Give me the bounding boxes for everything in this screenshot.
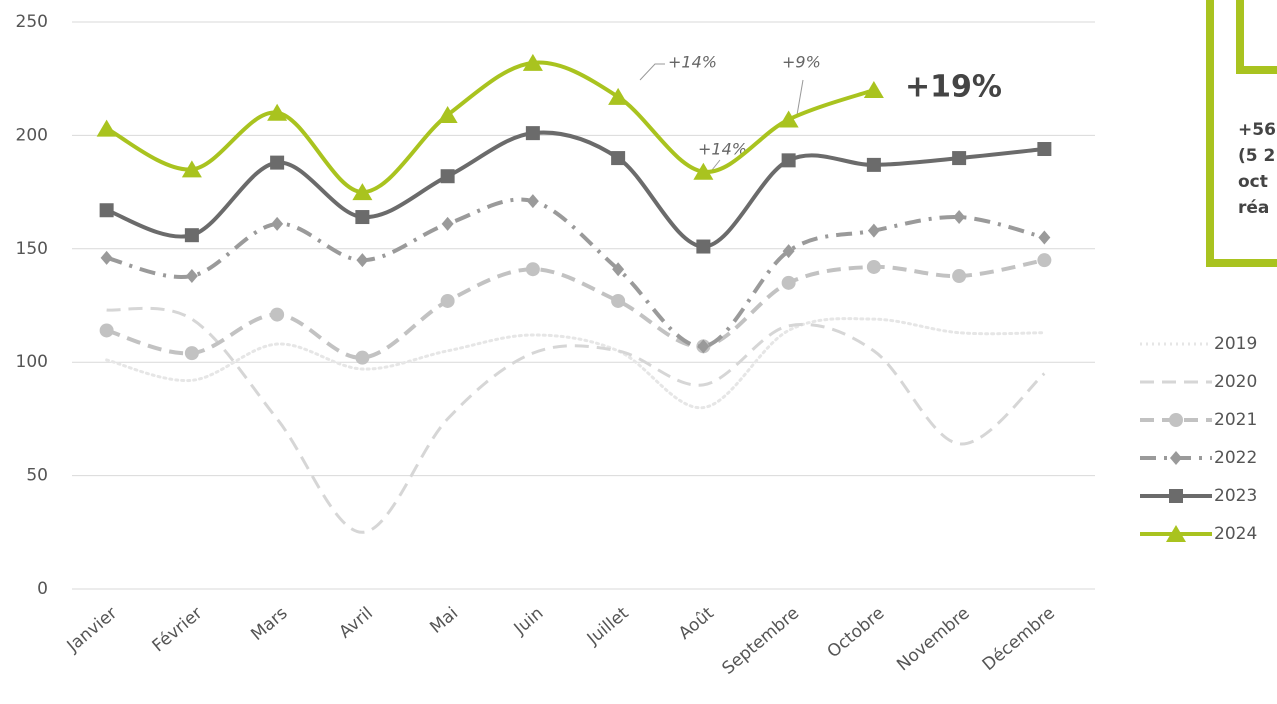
marker [267,103,288,121]
box-line: réa [1238,198,1269,218]
leader [796,79,804,116]
y-tick-label: 0 [37,579,48,599]
box-line: +56 [1238,120,1276,140]
marker [952,151,967,166]
x-tick-label: Décembre [979,603,1059,675]
annotation: +14% [668,53,717,72]
marker [1169,413,1183,427]
y-tick-label: 100 [16,352,48,372]
x-tick-label: Avril [335,603,376,642]
marker [185,269,198,284]
marker [608,87,629,105]
marker [782,244,795,259]
marker [867,223,880,238]
marker [696,239,711,254]
marker [271,216,284,231]
y-tick-label: 200 [16,125,48,145]
marker [99,203,114,218]
box-line: (5 2 [1238,146,1275,166]
marker [866,157,881,172]
x-tick-label: Juin [510,603,548,639]
x-tick-label: Septembre [719,603,804,678]
x-tick-label: Février [149,603,207,656]
side-box [1206,0,1277,267]
marker [440,169,455,184]
leader [639,63,665,81]
series-line [106,197,1045,349]
x-tick-label: Octobre [824,603,889,662]
marker [352,183,373,201]
marker [697,339,710,354]
marker [781,153,796,168]
marker [612,262,625,277]
marker [100,250,113,265]
marker [1038,230,1051,245]
marker [270,155,285,170]
marker [441,216,454,231]
series-line [105,130,1045,249]
annotation: +9% [782,53,821,72]
marker [184,228,199,243]
marker [99,323,114,338]
x-tick-label: Juillet [583,603,633,649]
box-line: oct [1238,172,1268,192]
marker [355,350,370,365]
marker [270,307,285,322]
x-tick-label: Novembre [893,603,973,675]
marker [693,162,714,180]
leader [711,159,721,171]
marker [1169,489,1183,503]
marker [1170,451,1182,465]
annotation: +19% [905,70,1002,105]
legend-label: 2024 [1214,524,1257,544]
series-line [106,258,1045,360]
marker [437,105,458,123]
marker [525,126,540,141]
marker [953,210,966,225]
legend-label: 2021 [1214,410,1257,430]
marker [1037,142,1052,157]
marker [952,269,967,284]
y-tick-label: 250 [16,12,48,32]
x-tick-label: Mai [426,603,462,637]
marker [778,110,799,128]
series-line [105,60,875,195]
marker [522,53,543,71]
marker [611,151,626,166]
marker [1037,253,1052,268]
marker [611,293,626,308]
series-line [106,306,1046,534]
marker [356,253,369,268]
marker [525,262,540,277]
legend-label: 2022 [1214,448,1257,468]
series-line [105,317,1046,410]
annotation: +14% [698,140,747,159]
x-tick-label: Janvier [63,603,121,657]
y-tick-label: 50 [26,466,48,486]
marker [96,119,117,137]
marker [181,160,202,178]
legend-label: 2020 [1214,372,1257,392]
marker [526,194,539,209]
marker [1166,525,1186,542]
marker [355,210,370,225]
box-inner [1236,0,1277,74]
legend-label: 2023 [1214,486,1257,506]
marker [440,293,455,308]
marker [781,275,796,290]
legend-label: 2019 [1214,334,1257,354]
x-tick-label: Août [675,603,718,644]
marker [866,259,881,274]
marker [184,346,199,361]
marker [863,81,884,99]
x-tick-label: Mars [247,603,291,645]
y-tick-label: 150 [16,239,48,259]
